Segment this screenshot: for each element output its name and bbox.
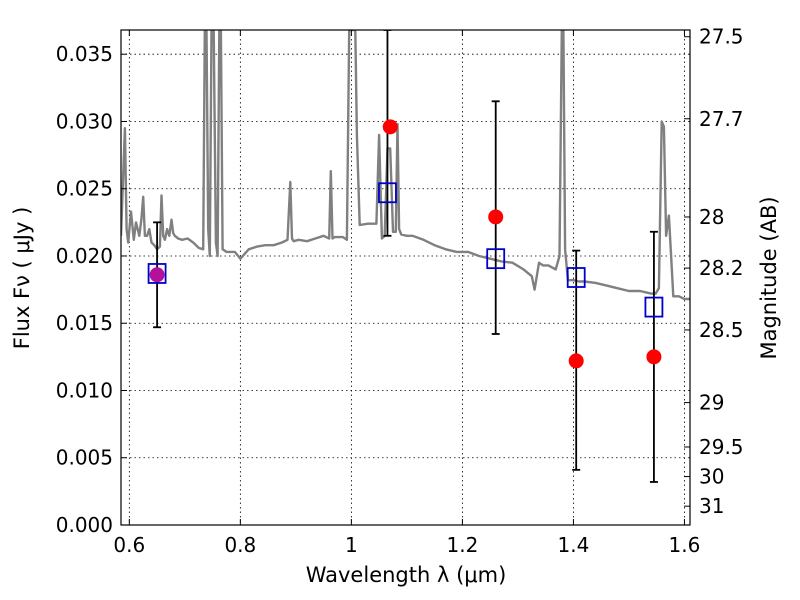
observed-point bbox=[149, 267, 165, 283]
right-tick-label: 29.5 bbox=[699, 435, 744, 459]
spectrum-line bbox=[121, 30, 690, 301]
y-tick-label: 0.005 bbox=[56, 446, 113, 470]
x-tick-label: 1 bbox=[345, 533, 358, 557]
right-tick-label: 27.5 bbox=[699, 25, 744, 49]
y-tick-label: 0.025 bbox=[56, 177, 113, 201]
model-points bbox=[147, 182, 664, 318]
x-ticks: 0.6 0.8 1 1.2 1.4 1.6 bbox=[113, 30, 700, 557]
y-tick-label: 0.000 bbox=[56, 513, 113, 537]
x-axis-title: Wavelength λ (μm) bbox=[306, 563, 507, 587]
model-point bbox=[378, 182, 397, 204]
spectrum-series bbox=[121, 30, 690, 301]
y-tick-label: 0.035 bbox=[56, 42, 113, 66]
right-tick-label: 27.7 bbox=[699, 107, 744, 131]
y-tick-label: 0.010 bbox=[56, 378, 113, 402]
x-tick-label: 1.4 bbox=[558, 533, 590, 557]
right-tick-label: 28.2 bbox=[699, 256, 744, 280]
right-axis-title: Magnitude (AB) bbox=[757, 196, 781, 359]
right-tick-label: 29 bbox=[699, 391, 724, 415]
right-tick-label: 31 bbox=[699, 494, 724, 518]
y-ticks: 0.000 0.005 0.010 0.015 0.020 0.025 0.030 0.035 bbox=[56, 42, 127, 537]
x-tick-label: 0.8 bbox=[224, 533, 256, 557]
y-axis-title: Flux Fν ( μJy ) bbox=[10, 207, 34, 350]
observed-point bbox=[646, 349, 662, 365]
right-ticks: 27.5 27.7 28 28.2 28.5 29 29.5 30 31 bbox=[684, 25, 744, 518]
model-point bbox=[644, 296, 664, 318]
y-tick-label: 0.030 bbox=[56, 109, 113, 133]
model-point bbox=[147, 263, 167, 284]
x-tick-label: 1.2 bbox=[446, 533, 478, 557]
right-tick-label: 28.5 bbox=[699, 318, 744, 342]
model-point bbox=[566, 267, 586, 288]
x-tick-label: 0.6 bbox=[113, 533, 145, 557]
plot-frame bbox=[120, 29, 691, 526]
right-tick-label: 30 bbox=[699, 465, 724, 489]
y-tick-label: 0.020 bbox=[56, 244, 113, 268]
y-tick-label: 0.015 bbox=[56, 311, 113, 335]
x-tick-label: 1.6 bbox=[669, 533, 701, 557]
right-tick-label: 28 bbox=[699, 205, 724, 229]
observed-point bbox=[382, 119, 398, 135]
observed-point bbox=[488, 209, 504, 225]
observed-point bbox=[568, 353, 584, 369]
observed-points bbox=[149, 119, 662, 369]
model-point bbox=[486, 248, 506, 270]
